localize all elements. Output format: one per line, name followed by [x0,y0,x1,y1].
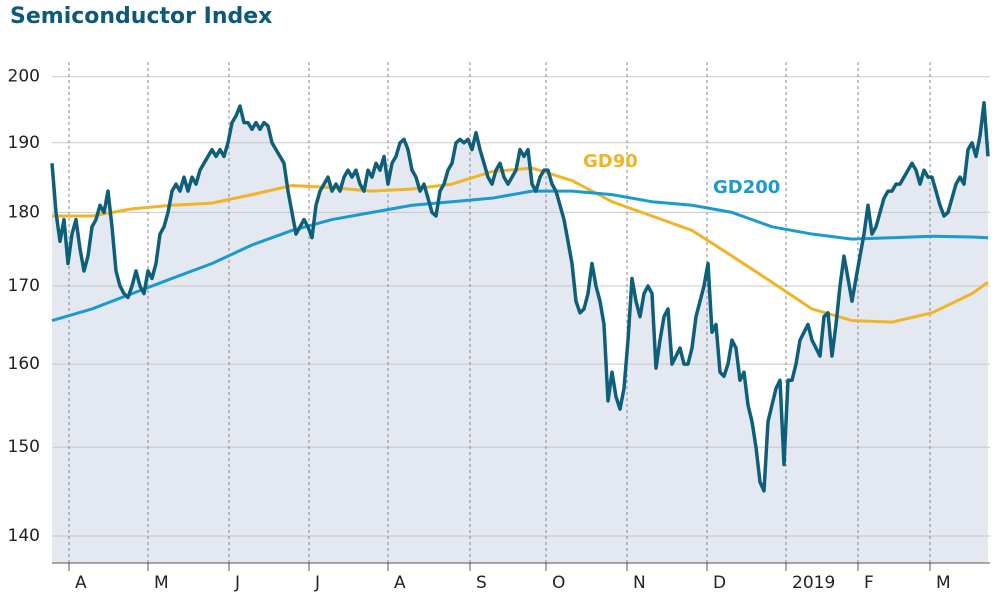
chart-title: Semiconductor Index [10,4,272,29]
y-tick-label: 170 [8,276,40,296]
series-label: GD90 [583,151,638,172]
x-tick-label: O [552,573,565,593]
y-tick-label: 160 [8,354,40,374]
x-tick-label: S [476,573,487,593]
x-tick-label: A [75,573,87,593]
series-label: GD200 [713,177,780,198]
y-tick-label: 190 [8,133,40,153]
y-tick-label: 200 [8,67,40,87]
line [50,100,990,493]
line [52,166,989,324]
x-tick-label: J [234,573,240,593]
y-tick-label: 150 [8,437,40,457]
x-tick-label: A [394,573,406,593]
x-tick-label: M [936,573,951,593]
x-tick-label: D [713,573,726,593]
x-tick-label: M [154,573,169,593]
line [51,189,989,323]
y-tick-label: 140 [8,526,40,546]
y-tick-label: 180 [8,202,40,222]
x-tick-label: F [864,573,874,593]
x-tick-label: J [314,573,320,593]
x-tick-label: 2019 [792,573,835,593]
x-tick-label: N [633,573,646,593]
area [52,102,988,564]
